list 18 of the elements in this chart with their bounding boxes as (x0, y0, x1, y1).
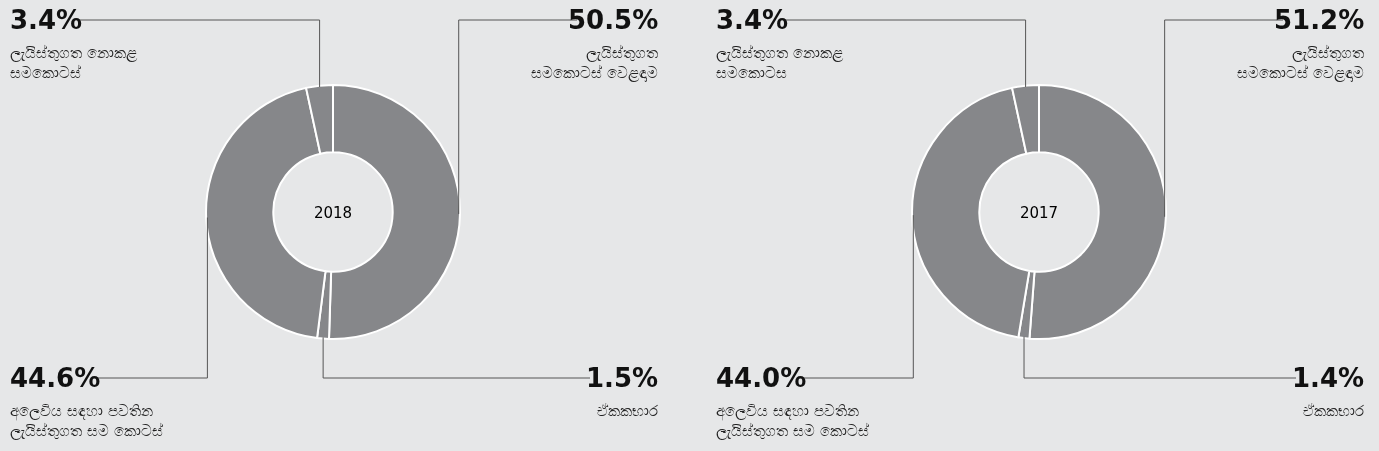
slice-label: ලැයිස්තුගත නොකළ සමකොටස (716, 44, 844, 82)
slice-label: ලැයිස්තුගත සමකොටස් වෙළඳාම (531, 44, 658, 82)
data-label: 3.4% (716, 5, 789, 35)
data-label: 3.4% (10, 5, 83, 35)
data-label: 51.2% (1274, 5, 1365, 35)
data-label: 1.5% (586, 363, 659, 393)
data-label: 44.6% (10, 363, 101, 393)
slice-label: අලෙවිය සඳහා පවතින ලැයිස්තුගත සම කොටස් (10, 402, 163, 440)
data-label: 44.0% (716, 363, 807, 393)
data-label: 1.4% (1292, 363, 1365, 393)
text: 2018 (313, 204, 353, 222)
slice-label: ලැයිස්තුගත නොකළ සමකොටස් (10, 44, 138, 82)
slice-label: ඒකකභාර (597, 402, 658, 420)
slice-label: ඒකකභාර (1303, 402, 1364, 420)
data-label: 50.5% (568, 5, 659, 35)
slice-label: අලෙවිය සඳහා පවතින ලැයිස්තුගත සම කොටස් (716, 402, 869, 440)
text: 2017 (1019, 204, 1059, 222)
slice-label: ලැයිස්තුගත සමකොටස් වෙළඳාම (1237, 44, 1364, 82)
